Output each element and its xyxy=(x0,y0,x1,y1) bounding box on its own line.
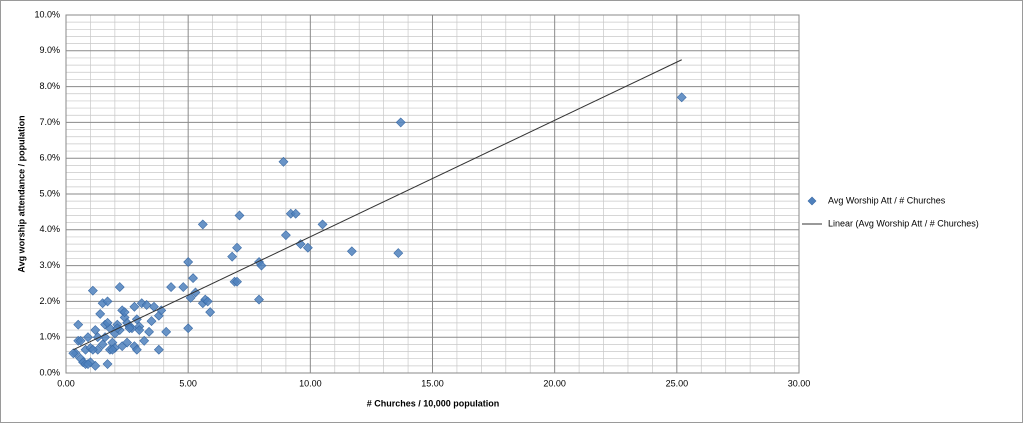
scatter-point xyxy=(393,248,404,258)
scatter-point xyxy=(83,332,93,343)
scatter-point xyxy=(153,344,164,355)
scatter-point xyxy=(232,242,242,253)
x-tick-label: 20.00 xyxy=(543,378,566,388)
scatter-point xyxy=(144,326,154,337)
scatter-point xyxy=(302,242,313,253)
x-tick-label: 25.00 xyxy=(666,378,689,388)
scatter-point xyxy=(183,323,194,334)
x-axis-title: # Churches / 10,000 population xyxy=(367,398,500,408)
scatter-point xyxy=(146,316,157,327)
scatter-point xyxy=(183,257,194,267)
scatter-point xyxy=(317,219,328,230)
grid xyxy=(65,14,800,374)
legend-label: Linear (Avg Worship Att / # Churches) xyxy=(828,218,979,228)
scatter-point xyxy=(73,319,84,330)
scatter-point xyxy=(119,307,130,318)
x-tick-label: 0.00 xyxy=(57,378,75,388)
scatter-point xyxy=(134,325,145,335)
scatter-point xyxy=(290,208,301,219)
scatter-point xyxy=(166,282,176,293)
y-tick-label: 9.0% xyxy=(39,45,60,55)
legend-marker xyxy=(807,196,817,206)
scatter-point xyxy=(190,287,201,298)
scatter-point xyxy=(232,276,242,287)
y-tick-label: 7.0% xyxy=(39,117,60,127)
scatter-point xyxy=(256,260,267,271)
scatter-point xyxy=(122,337,133,348)
scatter-point xyxy=(346,246,357,257)
scatter-point xyxy=(83,359,93,369)
scatter-point xyxy=(90,325,101,335)
scatter-point xyxy=(102,317,113,328)
y-tick-label: 6.0% xyxy=(39,153,60,163)
scatter-point xyxy=(278,156,289,167)
scatter-point xyxy=(202,296,213,307)
x-tick-label: 30.00 xyxy=(788,378,811,388)
y-tick-label: 5.0% xyxy=(39,188,60,198)
scatter-point xyxy=(254,294,264,305)
y-tick-label: 4.0% xyxy=(39,224,60,234)
scatter-point xyxy=(234,210,245,221)
scatter-point xyxy=(95,309,106,319)
scatter-point xyxy=(102,296,113,307)
x-tick-label: 15.00 xyxy=(421,378,444,388)
scatter-point xyxy=(75,335,86,346)
scatter-point xyxy=(395,117,406,128)
scatter-point xyxy=(124,323,135,334)
y-tick-label: 1.0% xyxy=(39,332,60,342)
x-tick-label: 5.00 xyxy=(179,378,197,388)
trend-line xyxy=(73,59,682,351)
y-tick-label: 2.0% xyxy=(39,296,60,306)
scatter-point xyxy=(185,292,196,303)
scatter-point xyxy=(87,344,98,355)
scatter-point xyxy=(114,282,125,293)
y-tick-label: 0.0% xyxy=(39,367,60,377)
scatter-point xyxy=(107,344,118,355)
legend-label: Avg Worship Att / # Churches xyxy=(828,195,946,205)
plot xyxy=(68,59,687,371)
scatter-point xyxy=(227,251,238,262)
scatter-point xyxy=(161,326,172,337)
scatter-point xyxy=(102,359,113,369)
scatter-point xyxy=(131,344,142,355)
scatter-point xyxy=(197,219,208,230)
scatter-point xyxy=(139,335,150,346)
x-tick-label: 10.00 xyxy=(299,378,322,388)
scatter-point xyxy=(178,282,189,293)
scatter-point xyxy=(129,301,140,312)
scatter-point xyxy=(280,230,291,241)
y-tick-label: 8.0% xyxy=(39,81,60,91)
scatter-point xyxy=(676,92,687,103)
scatter-point xyxy=(68,348,79,359)
scatter-point xyxy=(188,273,198,284)
y-axis-title: Avg worship attendance / population xyxy=(16,115,26,272)
scatter-point xyxy=(92,332,103,343)
y-tick-label: 3.0% xyxy=(39,260,60,270)
y-tick-label: 10.0% xyxy=(34,9,60,19)
scatter-point xyxy=(97,339,108,350)
scatter-point xyxy=(141,300,152,310)
scatter-point xyxy=(87,285,98,296)
scatter-point xyxy=(205,307,216,318)
